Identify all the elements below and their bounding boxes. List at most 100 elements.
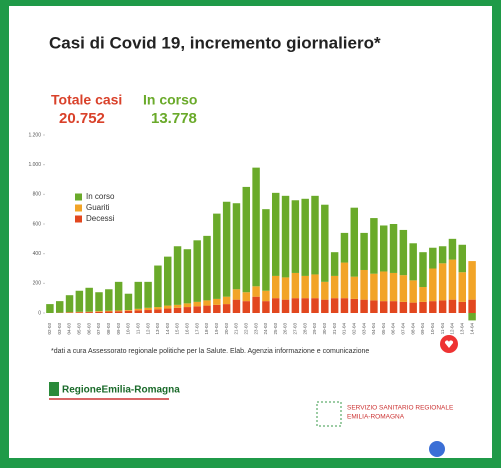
bar-segment <box>271 192 280 276</box>
bar-segment <box>321 281 329 300</box>
bar-segment <box>340 298 349 313</box>
x-tick-label: 05-04 <box>381 323 386 335</box>
legend-swatch <box>75 193 82 201</box>
footnote: *dati a cura Assessorato regionale polit… <box>51 348 369 355</box>
x-tick-label: 16-03 <box>185 323 190 335</box>
bar-segment <box>419 252 427 288</box>
bar-segment <box>183 303 192 308</box>
bar-segment <box>85 287 93 312</box>
bar-segment <box>232 203 241 290</box>
bar-segment <box>458 301 467 313</box>
x-tick-label: 14-03 <box>165 323 170 335</box>
bar-segment <box>105 310 113 312</box>
bar-segment <box>350 276 359 299</box>
bar-segment <box>399 229 408 276</box>
bar-segment <box>438 263 447 301</box>
bar-segment <box>252 286 260 297</box>
bar-segment <box>321 299 329 313</box>
bar-segment <box>154 307 162 310</box>
bar-segment <box>154 265 162 308</box>
bar-segment <box>291 298 300 313</box>
bar-segment <box>114 281 123 311</box>
bar-segment <box>95 292 103 312</box>
x-tick-label: 05-03 <box>77 323 82 335</box>
bar-segment <box>409 243 417 281</box>
bar-segment <box>311 274 319 299</box>
bar-segment <box>163 256 172 306</box>
bar-segment <box>419 301 427 313</box>
legend-label: Decessi <box>86 214 115 223</box>
bar-segment <box>448 238 457 260</box>
bar-segment <box>399 301 408 313</box>
bar-segment <box>124 310 133 311</box>
x-tick-label: 03-04 <box>361 323 366 335</box>
bar-segment <box>154 309 162 313</box>
bar-segment <box>203 235 211 301</box>
bar-segment <box>46 304 54 313</box>
bar-segment <box>291 272 300 299</box>
bar-segment <box>448 259 457 300</box>
bar-segment <box>379 301 388 313</box>
ssr-logo-line1: SERVIZIO SANITARIO REGIONALE <box>347 405 454 412</box>
x-tick-label: 13-03 <box>155 323 160 335</box>
x-tick-label: 10-03 <box>126 323 131 335</box>
bar-segment <box>379 271 388 302</box>
x-tick-label: 09-03 <box>116 323 121 335</box>
bar-segment <box>301 298 309 313</box>
bar-segment <box>163 308 172 313</box>
bar-segment <box>95 311 103 313</box>
bar-segment <box>370 218 378 274</box>
x-tick-label: 19-03 <box>214 323 219 335</box>
bar-segment <box>114 310 123 312</box>
bar-segment <box>163 305 172 309</box>
bar-segment <box>183 249 192 304</box>
bar-segment <box>193 240 201 302</box>
card: Casi di Covid 19, incremento giornaliero… <box>9 6 492 458</box>
legend-label: In corso <box>86 192 115 201</box>
bar-segment <box>203 305 211 313</box>
bar-segment <box>350 207 359 277</box>
bar-segment <box>370 300 378 313</box>
bar-segment <box>360 232 368 270</box>
bar-segment <box>124 310 133 313</box>
bar-segment <box>134 310 143 313</box>
x-tick-label: 25-03 <box>273 323 278 335</box>
bar-segment <box>124 293 133 311</box>
like-icon[interactable] <box>429 441 445 457</box>
bar-segment <box>242 292 251 302</box>
x-tick-label: 26-03 <box>283 323 288 335</box>
x-tick-label: 03-03 <box>57 323 62 335</box>
total-value: 20.752 <box>59 110 105 127</box>
bar-segment <box>242 301 251 313</box>
total-label: Totale casi <box>51 92 122 108</box>
y-tick-label: 1.200 <box>28 132 41 138</box>
bar-segment <box>114 311 123 313</box>
bar-segment <box>429 268 437 302</box>
bar-segment <box>144 281 152 308</box>
bar-segment <box>419 287 427 302</box>
bar-segment <box>360 269 368 300</box>
legend-swatch <box>75 215 82 223</box>
bar-segment <box>281 277 290 300</box>
bar-segment <box>301 198 309 276</box>
bar-segment <box>409 280 417 303</box>
bar-segment <box>468 299 476 313</box>
bar-segment <box>399 275 408 302</box>
bar-segment <box>321 204 329 282</box>
region-logo-mark <box>49 382 59 396</box>
x-tick-label: 01-04 <box>342 323 347 335</box>
bar-segment <box>65 295 74 313</box>
bar-segment <box>409 302 417 313</box>
bar-segment <box>232 289 241 300</box>
x-tick-label: 12-04 <box>450 323 455 335</box>
total-label: In corso <box>143 92 197 108</box>
bar-segment <box>379 225 388 272</box>
x-tick-label: 04-03 <box>67 323 72 335</box>
legend-label: Guariti <box>86 203 110 212</box>
bar-segment <box>389 301 398 313</box>
bar-segment <box>173 246 182 305</box>
y-tick-label: 800 <box>33 192 42 198</box>
x-tick-label: 09-04 <box>420 323 425 335</box>
x-tick-label: 07-04 <box>401 323 406 335</box>
bar-segment <box>271 275 280 299</box>
